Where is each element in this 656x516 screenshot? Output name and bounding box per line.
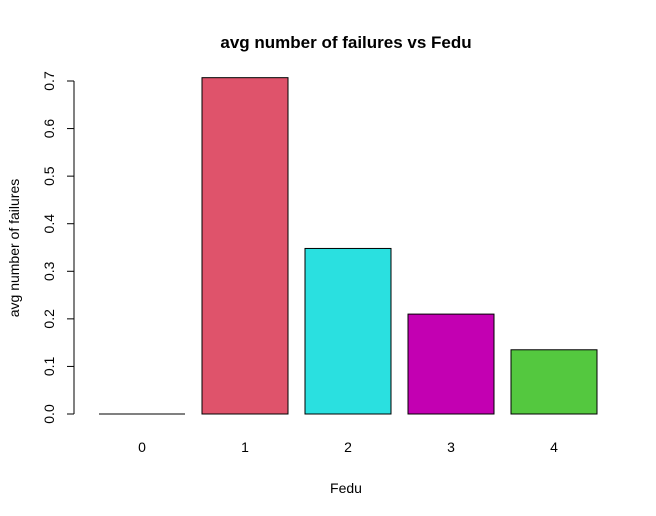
bar-1 xyxy=(201,77,289,415)
y-tick-label: 0.6 xyxy=(41,119,57,139)
bar-4 xyxy=(510,349,598,415)
y-tick-label: 0.5 xyxy=(41,166,57,186)
y-axis-label: avg number of failures xyxy=(6,179,22,318)
chart-title: avg number of failures vs Fedu xyxy=(220,33,471,52)
y-tick-label: 0.7 xyxy=(41,71,57,91)
y-tick-label: 0.1 xyxy=(41,356,57,376)
x-axis-label: Fedu xyxy=(330,480,362,496)
y-tick-label: 0.2 xyxy=(41,309,57,329)
x-tick-label: 3 xyxy=(447,439,455,455)
x-tick-labels: 0 1 2 3 4 xyxy=(138,439,558,455)
bar-3 xyxy=(407,313,495,415)
bars-group xyxy=(99,77,598,415)
x-tick-label: 0 xyxy=(138,439,146,455)
bar-2 xyxy=(304,247,392,415)
x-tick-label: 4 xyxy=(550,439,558,455)
y-axis: 0.0 0.1 0.2 0.3 0.4 0.5 0.6 0.7 xyxy=(41,71,75,424)
x-tick-label: 1 xyxy=(241,439,249,455)
y-tick-label: 0.3 xyxy=(41,261,57,281)
y-tick-label: 0.0 xyxy=(41,404,57,424)
y-tick-label: 0.4 xyxy=(41,214,57,234)
x-tick-label: 2 xyxy=(344,439,352,455)
